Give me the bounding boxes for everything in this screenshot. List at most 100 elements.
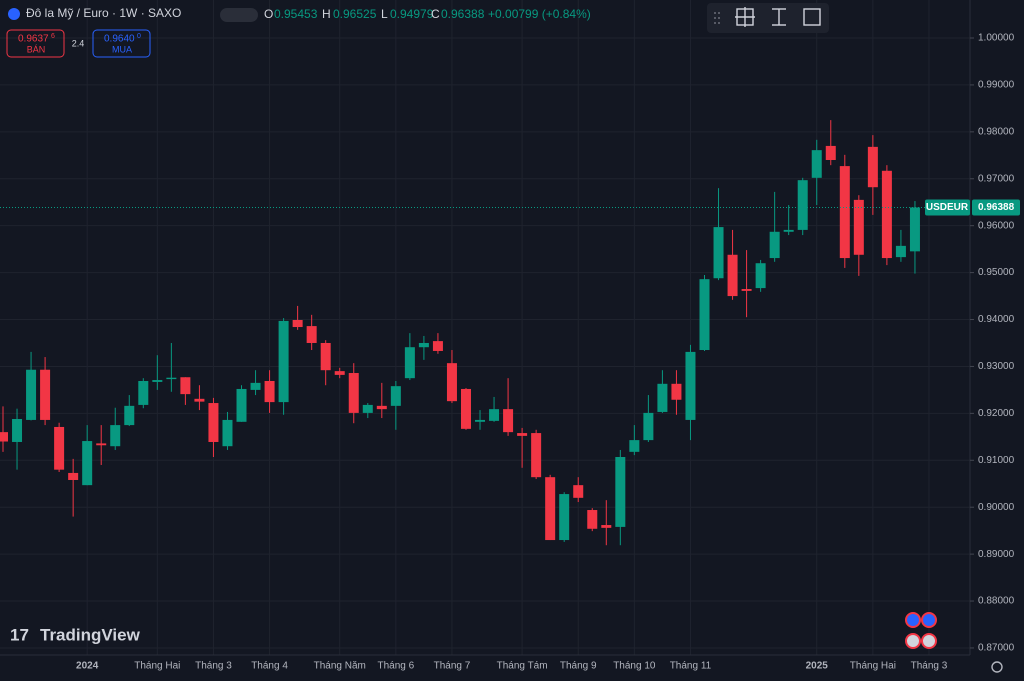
y-tick-label: 0.96000	[978, 220, 1015, 231]
candle-body	[390, 386, 401, 406]
sell-label: BÁN	[27, 44, 46, 54]
candle-body	[306, 326, 317, 343]
x-tick-label: 2024	[76, 661, 99, 672]
candle-body	[180, 377, 191, 395]
y-tick-label: 0.94000	[978, 314, 1015, 325]
candle-body	[348, 373, 359, 413]
candle-body	[166, 377, 177, 380]
x-tick-label: Tháng Năm	[314, 661, 366, 672]
y-tick-label: 1.00000	[978, 33, 1015, 44]
x-tick-label: Tháng Hai	[134, 661, 180, 672]
candle-body	[194, 398, 205, 402]
buy-button[interactable]	[92, 29, 151, 58]
candle-body	[418, 342, 429, 348]
candle-body	[881, 170, 892, 259]
candle-body	[278, 320, 289, 403]
y-tick-label: 0.97000	[978, 173, 1015, 184]
candle-body	[587, 510, 598, 529]
symbol-tag	[925, 199, 970, 216]
candle-body	[222, 419, 233, 447]
candle-body	[503, 409, 514, 433]
candle-body	[404, 347, 415, 379]
candle-body	[12, 418, 23, 442]
tool-crosshair[interactable]	[735, 7, 755, 27]
candle-body	[811, 150, 822, 178]
x-tick-label: Tháng 9	[560, 661, 597, 672]
candle-body	[517, 433, 528, 436]
buy-label: MUA	[112, 44, 132, 54]
y-tick-label: 0.88000	[978, 596, 1015, 607]
svg-text:17: 17	[10, 625, 29, 644]
candle-body	[573, 485, 584, 498]
candle-body	[138, 380, 149, 405]
open-value: 0.95453	[274, 7, 318, 21]
candle-body	[26, 369, 37, 420]
change-value: +0.00799 (+0.84%)	[488, 7, 591, 21]
candle-body	[853, 199, 864, 255]
x-tick-label: Tháng 11	[670, 661, 712, 672]
candle-body	[615, 456, 626, 527]
buy-price: 0.9640	[104, 34, 135, 45]
symbol-tag-label: USDEUR	[926, 202, 969, 213]
candle-body	[96, 443, 107, 446]
candle-body	[643, 412, 654, 441]
y-tick-label: 0.99000	[978, 80, 1015, 91]
branding: 17 TradingView	[10, 625, 141, 644]
candle-body	[769, 231, 780, 259]
candle-body	[110, 425, 121, 447]
y-tick-label: 0.91000	[978, 455, 1015, 466]
candle-body	[755, 263, 766, 289]
sell-price: 0.9637	[18, 34, 49, 45]
symbol-flag	[8, 8, 20, 20]
candle-body	[432, 341, 443, 351]
candle-body	[152, 380, 163, 382]
open-label: O	[264, 7, 273, 21]
candle-body	[334, 371, 345, 375]
sell-button[interactable]	[6, 29, 65, 58]
event-flags	[905, 612, 937, 649]
y-tick-label: 0.98000	[978, 126, 1015, 137]
candle-body	[320, 342, 331, 371]
settings-button[interactable]	[991, 661, 1003, 673]
y-tick-label: 0.90000	[978, 502, 1015, 513]
x-tick-label: Tháng 6	[377, 661, 414, 672]
candle-body	[797, 180, 808, 230]
candle-body	[895, 245, 906, 258]
candle-body	[601, 525, 612, 528]
candle-body	[629, 440, 640, 452]
status-pill[interactable]	[220, 8, 258, 22]
candle-body	[783, 229, 794, 232]
close-value: 0.96388	[441, 7, 485, 21]
candle-body	[713, 227, 724, 279]
tool-zoom[interactable]	[803, 8, 821, 26]
candle-body	[475, 419, 486, 422]
y-tick-label: 0.89000	[978, 549, 1015, 560]
y-tick-label: 0.92000	[978, 408, 1015, 419]
y-tick-label: 0.93000	[978, 361, 1015, 372]
candle-body	[727, 254, 738, 297]
candle-body	[699, 279, 710, 351]
candles	[0, 120, 920, 546]
candle-body	[489, 409, 500, 421]
last-price-tag	[972, 199, 1020, 216]
candle-body	[264, 380, 275, 403]
candle-body	[867, 146, 878, 188]
candle-body	[531, 433, 542, 478]
high-label: H	[322, 7, 331, 21]
y-tick-label: 0.95000	[978, 267, 1015, 278]
high-value: 0.96525	[333, 7, 377, 21]
candle-body	[362, 404, 373, 413]
low-value: 0.94979	[390, 7, 434, 21]
candle-body	[0, 432, 8, 442]
candle-body	[376, 405, 387, 410]
tool-measure[interactable]	[772, 8, 786, 26]
candle-body	[825, 145, 836, 160]
symbol-title[interactable]: Đô la Mỹ / Euro · 1W · SAXO	[26, 6, 181, 20]
candle-body	[68, 472, 79, 480]
x-tick-label: Tháng 4	[251, 661, 288, 672]
candle-body	[54, 426, 65, 470]
candle-body	[839, 166, 850, 259]
